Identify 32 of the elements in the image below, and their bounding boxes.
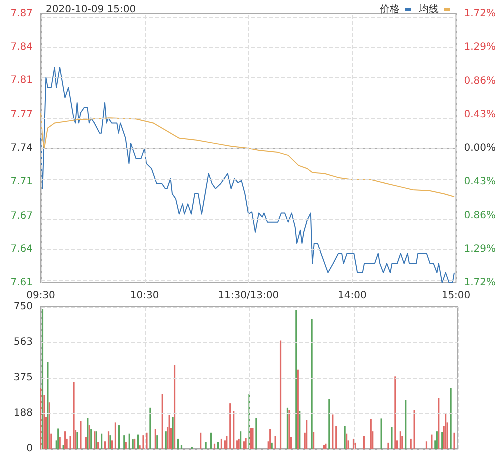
y-tick-label: 7.74 (10, 143, 33, 154)
y2-tick-label: 0.00% (464, 143, 496, 154)
x-tick-label: 09:30 (26, 290, 56, 302)
y-tick-label: 7.61 (10, 278, 33, 288)
y2-tick-label: 1.29% (464, 42, 496, 54)
y-tick-label: 7.84 (10, 42, 33, 53)
y-tick-label: 750 (14, 302, 33, 312)
x-tick-label: 11:30/13:00 (218, 290, 280, 302)
x-tick-label: 15:00 (442, 290, 471, 302)
y-tick-label: 563 (14, 336, 33, 348)
y2-tick-label: 1.72% (464, 8, 496, 20)
y2-tick-label: 0.86% (464, 76, 496, 87)
y-tick-label: 7.81 (10, 75, 33, 86)
line-series (40, 112, 455, 198)
y-tick-label: 7.67 (10, 210, 33, 222)
y2-tick-label: 1.72% (464, 278, 496, 288)
y-tick-label: 0 (26, 444, 33, 454)
y2-tick-label: 1.29% (464, 244, 496, 255)
y-tick-label: 7.87 (10, 8, 33, 20)
legend-label: 价格 (379, 4, 400, 16)
y-tick-label: 7.77 (10, 110, 33, 121)
x-tick-label: 14:00 (338, 290, 367, 302)
x-tick-label: 10:30 (130, 290, 160, 302)
y2-tick-label: 0.43% (464, 109, 496, 120)
y-tick-label: 375 (14, 372, 33, 384)
chart-title: 2020-10-09 15:00 (46, 4, 136, 16)
legend-label: 均线 (418, 4, 439, 16)
y-tick-label: 7.71 (10, 176, 33, 188)
y-tick-label: 188 (14, 408, 33, 419)
y2-tick-label: 0.43% (464, 176, 496, 188)
y-tick-label: 7.64 (10, 244, 33, 256)
y2-tick-label: 0.86% (464, 210, 496, 222)
